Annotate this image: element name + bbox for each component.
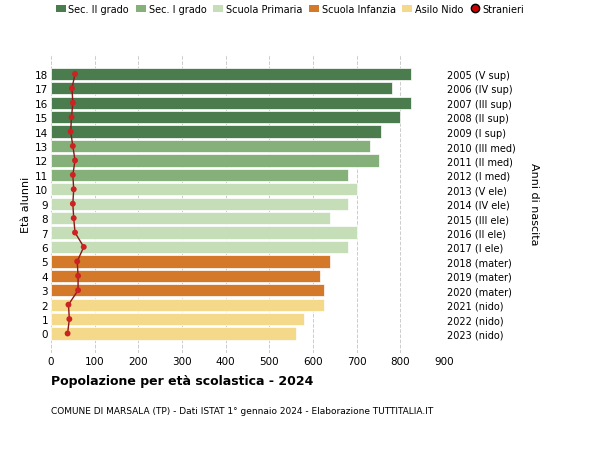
Text: Popolazione per età scolastica - 2024: Popolazione per età scolastica - 2024 bbox=[51, 374, 313, 387]
Point bbox=[68, 143, 77, 151]
Point bbox=[70, 230, 80, 237]
Bar bbox=[51, 69, 411, 81]
Point bbox=[70, 157, 80, 165]
Point bbox=[69, 186, 79, 194]
Bar bbox=[51, 213, 331, 225]
Bar bbox=[51, 140, 370, 153]
Y-axis label: Età alunni: Età alunni bbox=[21, 176, 31, 232]
Bar bbox=[51, 126, 380, 139]
Point bbox=[68, 172, 77, 179]
Y-axis label: Anni di nascita: Anni di nascita bbox=[529, 163, 539, 246]
Bar bbox=[51, 83, 392, 95]
Bar bbox=[51, 270, 320, 282]
Bar bbox=[51, 97, 411, 110]
Point bbox=[69, 215, 79, 222]
Bar bbox=[51, 299, 324, 311]
Bar bbox=[51, 313, 304, 325]
Bar bbox=[51, 112, 400, 124]
Legend: Sec. II grado, Sec. I grado, Scuola Primaria, Scuola Infanzia, Asilo Nido, Stran: Sec. II grado, Sec. I grado, Scuola Prim… bbox=[56, 5, 524, 15]
Point bbox=[67, 114, 76, 122]
Point bbox=[73, 273, 83, 280]
Point bbox=[68, 100, 77, 107]
Bar bbox=[51, 285, 324, 297]
Bar bbox=[51, 241, 348, 253]
Point bbox=[65, 316, 74, 323]
Bar bbox=[51, 184, 356, 196]
Bar bbox=[51, 155, 379, 167]
Bar bbox=[51, 328, 296, 340]
Point bbox=[79, 244, 89, 251]
Bar bbox=[51, 256, 331, 268]
Point bbox=[63, 330, 73, 337]
Bar bbox=[51, 198, 348, 210]
Point bbox=[73, 287, 83, 294]
Point bbox=[68, 201, 77, 208]
Text: COMUNE DI MARSALA (TP) - Dati ISTAT 1° gennaio 2024 - Elaborazione TUTTITALIA.IT: COMUNE DI MARSALA (TP) - Dati ISTAT 1° g… bbox=[51, 406, 433, 415]
Point bbox=[64, 301, 73, 308]
Bar bbox=[51, 169, 348, 182]
Bar bbox=[51, 227, 356, 239]
Point bbox=[67, 85, 77, 93]
Point bbox=[70, 71, 80, 78]
Point bbox=[73, 258, 82, 265]
Point bbox=[66, 129, 76, 136]
